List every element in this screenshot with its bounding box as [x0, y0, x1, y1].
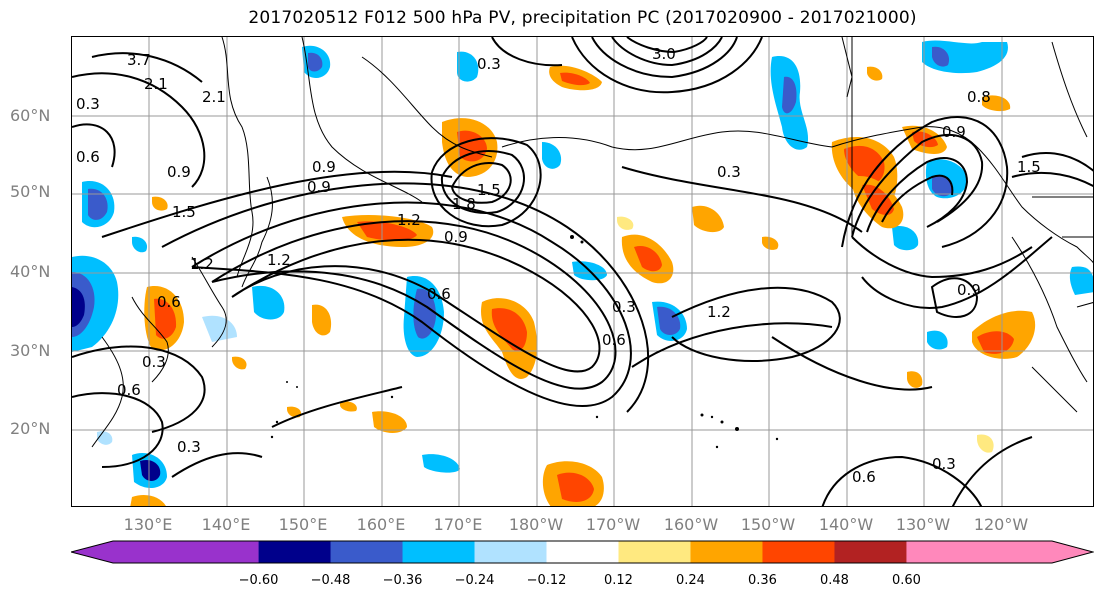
contour-label: 0.6: [76, 148, 100, 166]
lat-label-40n: 40°N: [10, 262, 51, 281]
map-panel: 3.7 2.1 0.3 0.9 0.6 1.5 1.2 1.8 1.2 0.9 …: [71, 36, 1094, 507]
graticule-lines: [72, 37, 1093, 506]
lon-label-160e: 160°E: [356, 515, 406, 534]
colorbar-tick-label: −0.60: [238, 573, 279, 588]
contour-label: 0.3: [932, 455, 956, 473]
contour-label: 2.1: [202, 88, 226, 106]
colorbar-segment: [690, 541, 763, 563]
colorbar-segment: [474, 541, 548, 563]
colorbar-segments: [71, 541, 1093, 563]
contour-label: 1.5: [1017, 158, 1041, 176]
colorbar-tick-label: 0.24: [676, 573, 705, 588]
contour-label: 1.2: [267, 251, 291, 269]
lon-label-120w: 120°W: [973, 515, 1029, 534]
islands: [270, 235, 779, 449]
lat-label-60n: 60°N: [10, 106, 51, 125]
contour-label: 0.6: [157, 293, 181, 311]
contour-label: 0.3: [177, 438, 201, 456]
contour-label: 0.3: [142, 353, 166, 371]
colorbar-segment: [402, 541, 476, 563]
contour-labels: 3.7 2.1 0.3 0.9 0.6 1.5 1.2 1.8 1.2 0.9 …: [76, 45, 1041, 486]
lon-label-160w: 160°W: [663, 515, 719, 534]
contour-label: 0.9: [957, 281, 981, 299]
contour-label: 0.9: [444, 228, 468, 246]
colorbar-tick-label: −0.48: [310, 573, 351, 588]
precip-shading: [72, 40, 1093, 506]
contour-label: 0.3: [76, 95, 100, 113]
contour-label: 1.2: [397, 211, 421, 229]
contour-label: 0.9: [167, 163, 191, 181]
colorbar-segment: [618, 541, 691, 563]
contour-label: 1.2: [190, 255, 214, 273]
colorbar-tick-label: 0.12: [604, 573, 633, 588]
contour-label: 3.7: [127, 51, 151, 69]
contour-label: 0.6: [117, 381, 141, 399]
contour-label: 1.2: [707, 303, 731, 321]
colorbar-tick-label: −0.24: [454, 573, 495, 588]
contour-label: 0.9: [312, 158, 336, 176]
contour-label: 0.3: [612, 298, 636, 316]
lon-label-140w: 140°W: [818, 515, 874, 534]
lon-label-150e: 150°E: [278, 515, 328, 534]
pv-contours: [72, 37, 1093, 506]
lon-label-130e: 130°E: [123, 515, 173, 534]
colorbar-extend-low: [71, 541, 259, 563]
colorbar-tick-label: 0.60: [891, 573, 921, 588]
lon-label-140e: 140°E: [201, 515, 251, 534]
contour-label: 0.3: [717, 163, 741, 181]
contour-label: 0.6: [427, 285, 451, 303]
contour-label: 0.6: [602, 331, 626, 349]
lon-label-150w: 150°W: [740, 515, 796, 534]
colorbar-tick-label: 0.36: [747, 573, 777, 588]
map-canvas: 3.7 2.1 0.3 0.9 0.6 1.5 1.2 1.8 1.2 0.9 …: [72, 37, 1093, 506]
lon-label-130w: 130°W: [895, 515, 951, 534]
contour-label: 1.5: [477, 181, 501, 199]
colorbar-extend-high: [906, 541, 1093, 563]
lon-label-180w: 180°W: [508, 515, 564, 534]
colorbar-segment: [330, 541, 404, 563]
colorbar: [71, 540, 1094, 564]
lon-label-170e: 170°E: [433, 515, 483, 534]
contour-label: 0.9: [307, 178, 331, 196]
colorbar-tick-label: −0.12: [526, 573, 567, 588]
colorbar-segment: [546, 541, 619, 563]
contour-label: 0.3: [477, 55, 501, 73]
colorbar-tick-label: −0.36: [382, 573, 423, 588]
lon-label-170w: 170°W: [585, 515, 641, 534]
contour-label: 3.0: [652, 45, 676, 63]
lat-label-50n: 50°N: [10, 182, 51, 201]
contour-label: 1.8: [452, 195, 476, 213]
lat-label-30n: 30°N: [10, 341, 51, 360]
contour-label: 0.6: [852, 468, 876, 486]
contour-label: 2.1: [144, 75, 168, 93]
contour-label: 0.9: [942, 123, 966, 141]
lat-label-20n: 20°N: [10, 419, 51, 438]
colorbar-segment: [762, 541, 835, 563]
colorbar-outline: [71, 540, 1094, 564]
colorbar-tick-label: 0.48: [819, 573, 849, 588]
contour-label: 1.5: [172, 203, 196, 221]
colorbar-segment: [258, 541, 332, 563]
contour-label: 0.8: [967, 88, 991, 106]
colorbar-segment: [834, 541, 907, 563]
map-title: 2017020512 F012 500 hPa PV, precipitatio…: [248, 8, 917, 28]
